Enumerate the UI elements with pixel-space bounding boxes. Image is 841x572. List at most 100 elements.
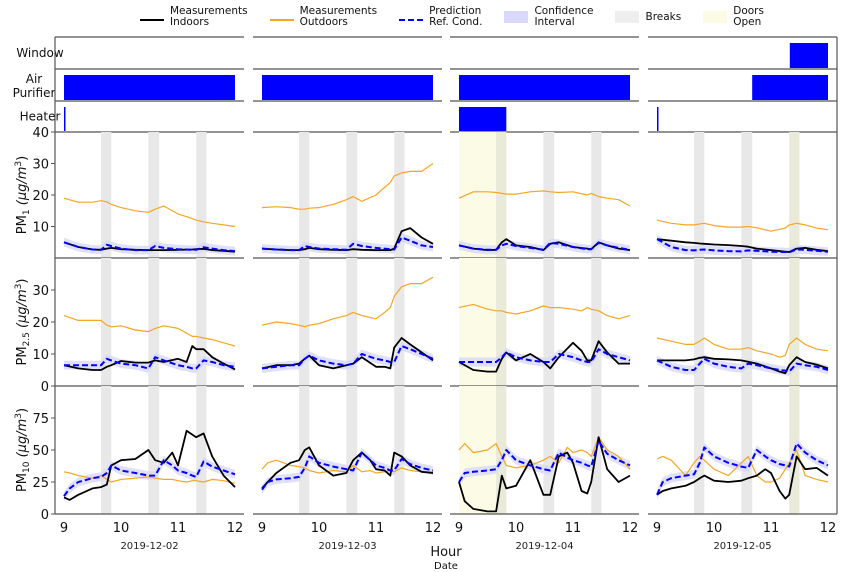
ylabel-sub: 2.5 xyxy=(22,332,32,346)
state-panel-heater-3 xyxy=(648,107,837,133)
pm-panel-pm25-2 xyxy=(450,258,639,387)
xtick-label: 10 xyxy=(113,521,130,536)
legend-label-indoors: Measurements Indoors xyxy=(170,5,248,28)
pm-panel-pm25-0 xyxy=(55,258,244,387)
series-line-measurements-indoors xyxy=(458,340,630,373)
ylabel-unit: (µg/m xyxy=(15,419,30,462)
ytick-label-pm25: 30 xyxy=(32,284,49,299)
break-span xyxy=(496,258,507,386)
series-line-measurements-outdoors xyxy=(458,190,631,207)
ylabel-main: PM xyxy=(15,215,30,234)
legend-swatch-breaks xyxy=(615,11,640,23)
series-line-measurements-outdoors xyxy=(656,337,829,358)
legend-label-breaks: Breaks xyxy=(645,10,682,23)
xlabel-hour: Hour xyxy=(430,545,462,560)
break-span xyxy=(148,132,160,258)
series-line-measurements-outdoors xyxy=(656,219,829,232)
row-label-heater: Heater xyxy=(20,110,61,124)
series-line-prediction-ref-cond- xyxy=(458,241,631,251)
legend-swatch-prediction xyxy=(399,14,424,21)
series-line-measurements-indoors xyxy=(261,337,434,370)
series-line-prediction-ref-cond- xyxy=(458,440,631,483)
break-span xyxy=(394,386,405,514)
state-panel-heater-0 xyxy=(55,107,244,133)
series-line-measurements-indoors xyxy=(63,429,236,501)
break-span xyxy=(591,258,602,386)
series-line-prediction-ref-cond- xyxy=(656,238,829,254)
series-line-measurements-indoors xyxy=(656,455,829,500)
date-label-2: 2019-12-04 xyxy=(515,541,573,552)
state-panel-heater-2 xyxy=(450,107,639,133)
series-line-prediction-ref-cond- xyxy=(63,241,236,253)
break-span xyxy=(299,258,310,386)
break-span xyxy=(196,258,207,386)
pm-panel-pm25-3 xyxy=(648,258,837,387)
pm-panel-pm25-1 xyxy=(253,258,442,387)
break-span xyxy=(741,258,753,386)
series-line-prediction-ref-cond- xyxy=(261,236,434,252)
series-line-measurements-outdoors xyxy=(261,459,433,474)
legend-label-doors: Doors Open xyxy=(733,5,764,28)
legend: Measurements Indoors Measurements Outdoor… xyxy=(140,0,786,34)
confidence-band xyxy=(657,439,828,500)
state-panel-window-3 xyxy=(648,36,837,70)
pm-panel-pm1-3 xyxy=(648,132,837,259)
xtick-label: 10 xyxy=(706,521,723,536)
break-span xyxy=(346,386,358,514)
legend-swatch-doors xyxy=(703,11,728,23)
legend-item-ci: Confidence Interval xyxy=(504,0,593,34)
series-line-measurements-indoors xyxy=(261,227,434,251)
pm-panel-pm10-1 xyxy=(253,386,442,515)
xtick-label: 12 xyxy=(425,521,442,536)
ytick-label-pm1: 10 xyxy=(32,221,49,236)
legend-item-doors: Doors Open xyxy=(703,0,764,34)
break-span xyxy=(741,132,753,258)
break-span xyxy=(789,258,800,386)
break-span xyxy=(741,386,753,514)
xtick-label: 12 xyxy=(227,521,244,536)
series-line-measurements-indoors xyxy=(657,356,829,375)
ylabel-close: ) xyxy=(15,156,30,161)
ylabel-unit: (µg/m xyxy=(15,167,30,210)
row-label-line: Purifier xyxy=(13,86,56,100)
pm-panel-pm10-0 xyxy=(55,386,244,515)
legend-swatch-ci xyxy=(504,11,529,23)
xtick-label: 11 xyxy=(763,521,780,536)
pm-panel-pm1-1 xyxy=(253,132,442,259)
state-bar-heater xyxy=(64,107,66,131)
ytick-label-pm25: 20 xyxy=(32,316,49,331)
break-span xyxy=(694,258,705,386)
series-line-prediction-ref-cond- xyxy=(656,442,829,496)
break-span xyxy=(543,386,555,514)
break-span xyxy=(101,258,112,386)
break-span xyxy=(694,132,705,258)
state-panel-window-2 xyxy=(450,36,639,70)
pm-panel-pm1-2 xyxy=(450,132,639,259)
date-label-0: 2019-12-02 xyxy=(120,541,178,552)
break-span xyxy=(543,258,555,386)
xtick-label: 9 xyxy=(60,521,68,536)
break-span xyxy=(694,386,705,514)
legend-item-indoors: Measurements Indoors xyxy=(140,0,248,34)
pm-panel-pm10-3 xyxy=(648,386,837,515)
xlabel-date: Date xyxy=(434,561,458,572)
ylabel-sub: 1 xyxy=(22,209,32,215)
state-bar-air-purifier xyxy=(752,75,828,100)
series-line-prediction-ref-cond- xyxy=(261,345,434,370)
series-line-measurements-outdoors xyxy=(63,197,236,228)
series-line-measurements-outdoors xyxy=(458,303,631,320)
xtick-label: 12 xyxy=(820,521,837,536)
xtick-label: 9 xyxy=(258,521,266,536)
ytick-label-pm10: 25 xyxy=(32,476,49,491)
series-line-measurements-indoors xyxy=(63,345,236,371)
state-bar-heater xyxy=(657,107,659,131)
ylabel-pm10: PM10 (µg/m3) xyxy=(14,408,32,492)
series-line-measurements-outdoors xyxy=(261,163,434,210)
date-label-1: 2019-12-03 xyxy=(318,541,376,552)
ytick-label-pm25: 0 xyxy=(41,380,49,395)
break-span xyxy=(346,258,358,386)
ytick-label-pm10: 0 xyxy=(41,508,49,523)
state-bar-air-purifier xyxy=(64,75,235,100)
ytick-label-pm25: 10 xyxy=(32,348,49,363)
legend-item-prediction: Prediction Ref. Cond. xyxy=(399,0,482,34)
